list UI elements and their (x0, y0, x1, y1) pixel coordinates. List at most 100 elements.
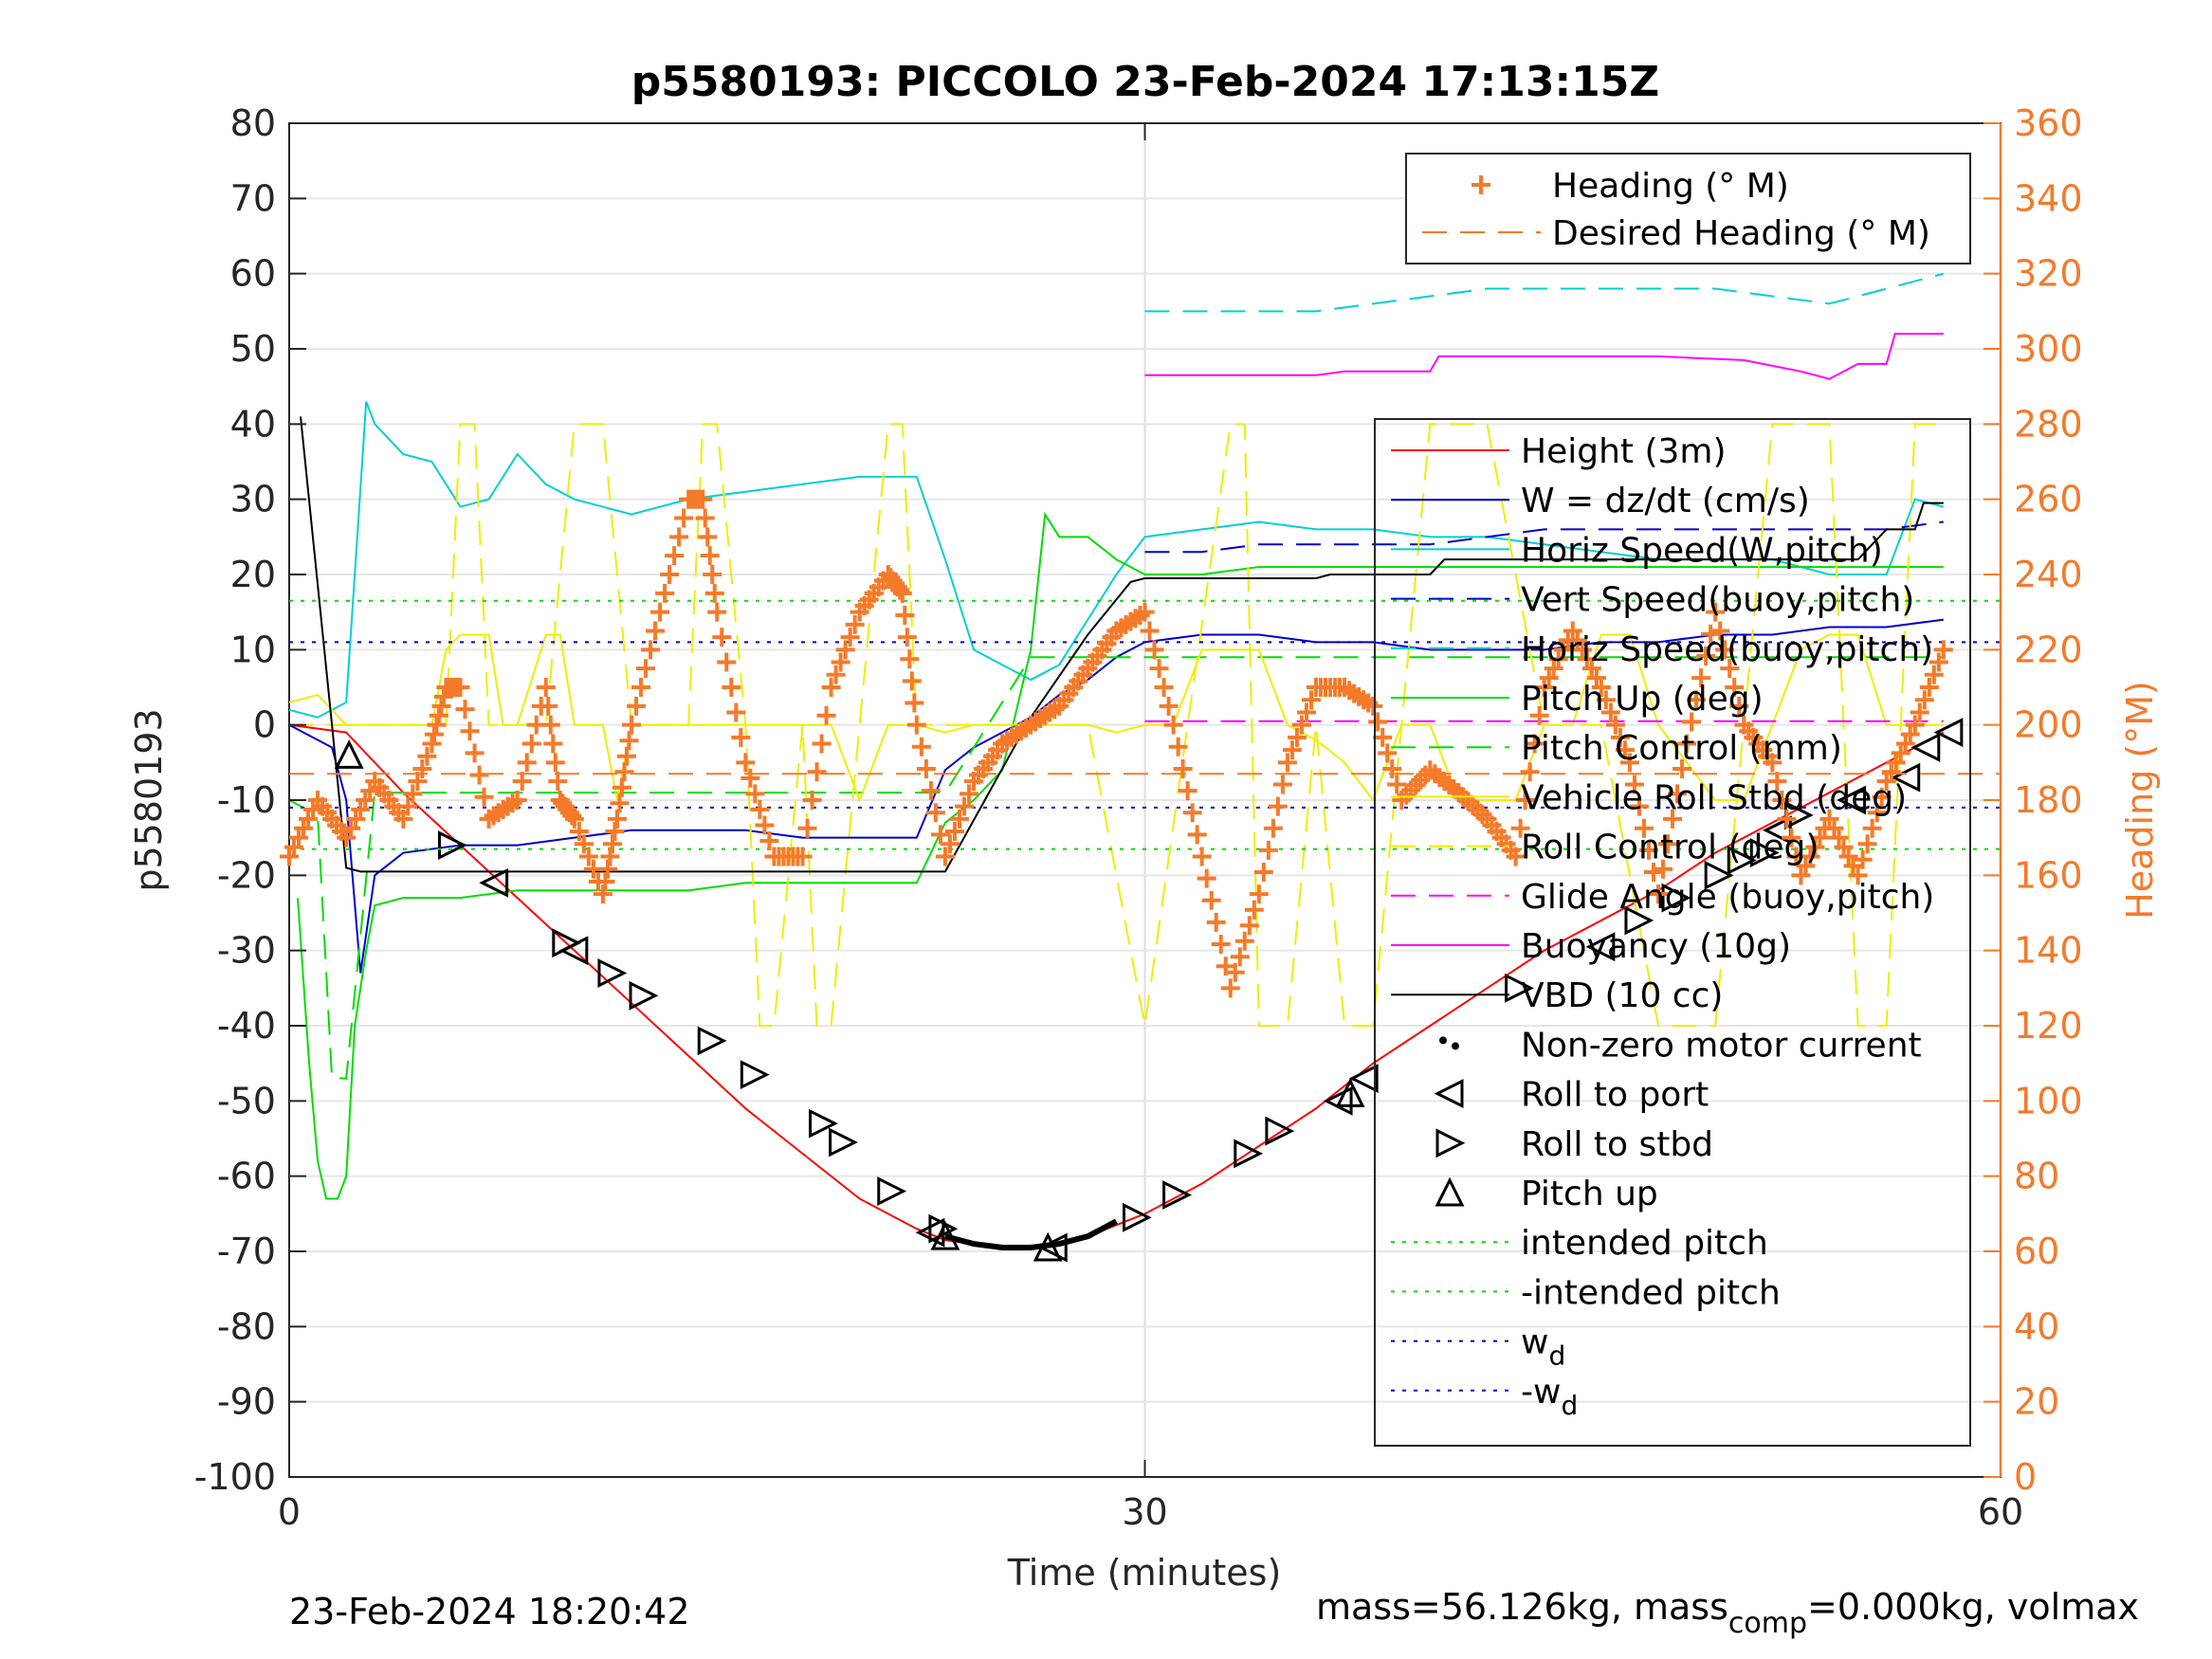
legend-label: Vehicle Roll Stbd (deg) (1521, 778, 1907, 817)
legend-entry: Glide Angle (buoy,pitch) (1391, 878, 1934, 917)
y2-tick-label: 200 (2014, 704, 2083, 746)
y-tick-label: -40 (217, 1005, 276, 1047)
series-vbd-10-cc (300, 416, 1944, 873)
heading-point (1220, 978, 1240, 998)
heading-point (1619, 753, 1639, 773)
heading-point (1763, 753, 1782, 773)
heading-point (1282, 740, 1302, 760)
heading-point (1506, 847, 1526, 866)
heading-point (897, 628, 917, 647)
y2-tick-label: 0 (2014, 1456, 2037, 1498)
heading-point (1624, 775, 1644, 794)
marker-tri-right (809, 1108, 838, 1139)
heading-point (622, 715, 641, 735)
y-tick-label: 20 (230, 554, 276, 595)
heading-point (597, 859, 617, 879)
legend-label: Horiz Speed(W,pitch) (1521, 531, 1883, 570)
y-tick-label: -70 (217, 1231, 276, 1272)
heading-point (412, 758, 432, 778)
y-tick-label: -50 (217, 1080, 276, 1121)
heading-point (1673, 758, 1692, 778)
heading-point (1615, 740, 1635, 760)
legend-entry: Desired Heading (° M) (1422, 214, 1930, 253)
heading-point (1905, 715, 1925, 735)
heading-point (1772, 791, 1792, 810)
y2-tick-label: 40 (2014, 1305, 2059, 1347)
legend-label: Roll Control (deg) (1521, 829, 1819, 867)
legend-entry: Pitch Control (mm) (1391, 729, 1842, 768)
legend-entry: Pitch Up (deg) (1391, 680, 1764, 719)
heading-point (940, 834, 960, 854)
heading-point (431, 696, 451, 716)
heading-point (422, 734, 442, 754)
series-line-vbd-10-cc (300, 416, 1944, 873)
heading-point (1244, 900, 1264, 920)
heading-point (750, 799, 770, 819)
heading-point (427, 715, 447, 735)
legend-entry: wd (1391, 1323, 1565, 1372)
heading-point (424, 724, 444, 744)
legend-swatch (1435, 1176, 1465, 1207)
heading-point (1767, 772, 1787, 792)
heading-point (935, 847, 955, 866)
heading-point (1782, 828, 1801, 848)
heading-point (1610, 727, 1630, 747)
heading-point (736, 753, 756, 773)
heading-point (1373, 727, 1393, 747)
heading-point (507, 791, 527, 810)
heading-point (759, 830, 779, 850)
heading-point (605, 822, 625, 842)
marker-tri-left (1348, 1064, 1379, 1093)
heading-point (745, 784, 765, 804)
heading-point (845, 614, 865, 634)
heading-point (1163, 715, 1183, 735)
heading-point (1529, 705, 1549, 725)
heading-point (1387, 775, 1407, 794)
heading-point (1363, 696, 1383, 716)
heading-point (840, 628, 860, 647)
heading-point (1596, 690, 1616, 710)
heading-point (674, 508, 694, 528)
legend-entry: -wd (1391, 1373, 1578, 1421)
heading-point (1696, 646, 1716, 665)
heading-point (900, 649, 920, 669)
heading-point (1296, 702, 1316, 722)
series-pitch-up (334, 739, 1365, 1262)
marker-tri-up (1033, 1231, 1063, 1262)
heading-point (1206, 912, 1226, 932)
heading-point (595, 871, 615, 891)
heading-point (1510, 818, 1530, 838)
y2-tick-label: 140 (2014, 930, 2083, 972)
legend-entry: Vehicle Roll Stbd (deg) (1391, 778, 1907, 817)
marker-tri-right (740, 1060, 770, 1089)
heading-point (1263, 818, 1283, 838)
heading-point (417, 746, 437, 766)
heading-point (693, 489, 713, 509)
series-line-vert-speed-buoy-pitch (1144, 520, 1944, 554)
x-tick-label: 60 (1978, 1491, 2023, 1533)
heading-point (540, 715, 560, 735)
heading-point (905, 693, 924, 713)
series-buoyancy-10g (1144, 333, 1944, 380)
heading-point (826, 665, 846, 684)
marker-tri-right (1505, 973, 1534, 1003)
legend-label: wd (1521, 1323, 1565, 1372)
heading-point (600, 847, 620, 866)
y-tick-label: -20 (217, 854, 276, 896)
heading-point (1149, 659, 1169, 679)
heading-point (1848, 866, 1868, 885)
y-axis-label: p5580193 (128, 708, 170, 891)
y-tick-label: 60 (230, 253, 276, 295)
heading-point (607, 809, 627, 829)
heading-point (1687, 690, 1707, 710)
heading-point (398, 796, 418, 816)
heading-point (1520, 762, 1540, 782)
heading-point (614, 762, 634, 782)
heading-point (474, 787, 494, 807)
heading-point (835, 640, 855, 660)
heading-point (1378, 743, 1398, 763)
legend-entry: VBD (10 cc) (1391, 976, 1723, 1015)
marker-tri-right (1704, 860, 1734, 890)
y-tick-label: 30 (230, 479, 276, 520)
x-tick-label: 30 (1122, 1491, 1167, 1533)
